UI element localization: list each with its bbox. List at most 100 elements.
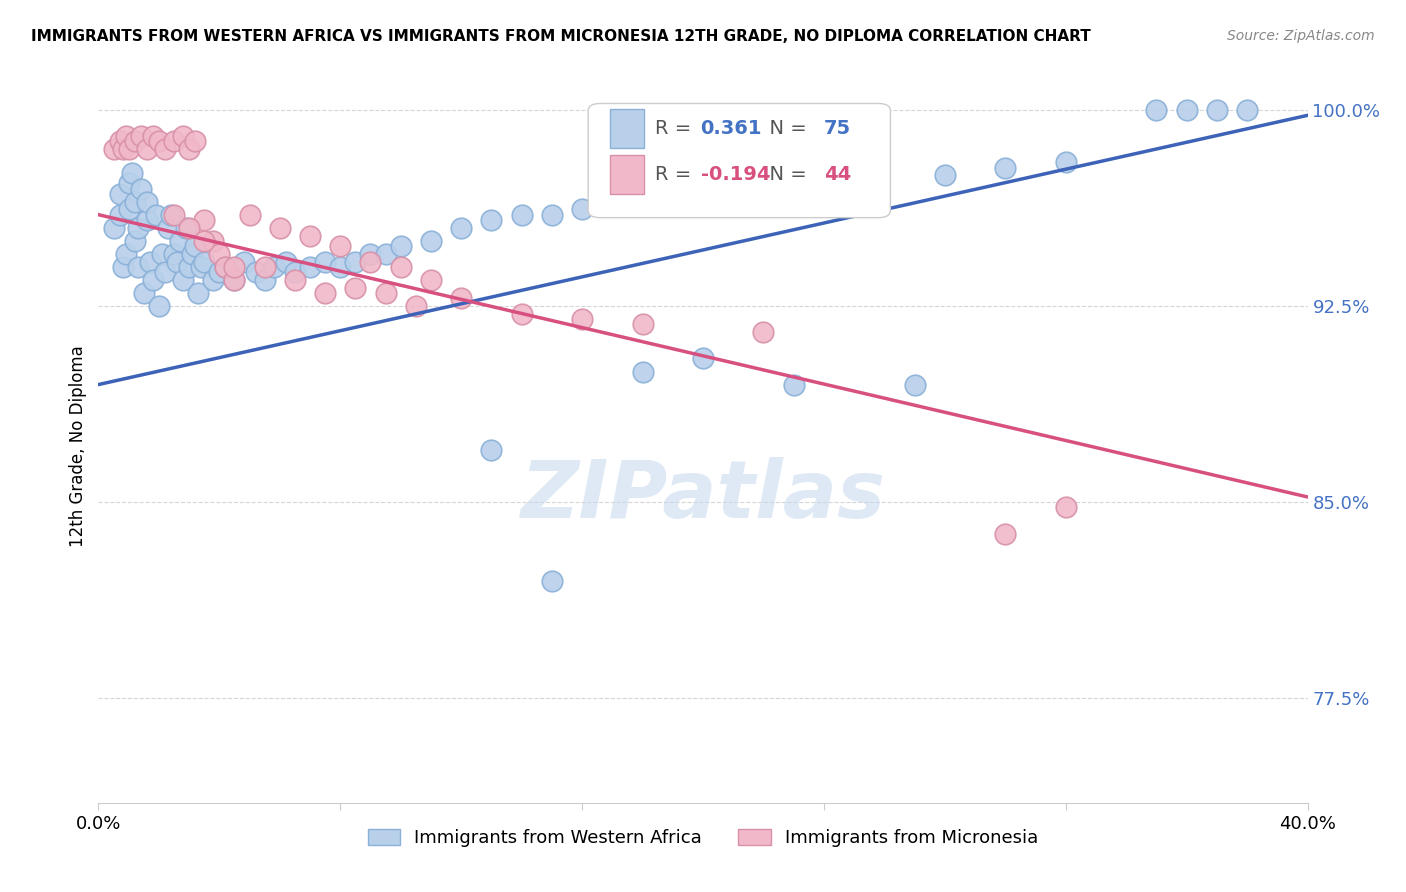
Y-axis label: 12th Grade, No Diploma: 12th Grade, No Diploma	[69, 345, 87, 547]
Point	[179, 260, 201, 274]
Point	[420, 234, 443, 248]
Point	[274, 254, 297, 268]
Point	[163, 247, 186, 261]
Point	[179, 142, 201, 156]
Text: 0.361: 0.361	[700, 119, 762, 138]
Point	[214, 260, 236, 274]
Point	[631, 318, 654, 332]
Point	[193, 213, 215, 227]
Point	[163, 135, 186, 149]
Point	[299, 260, 322, 274]
Point	[481, 442, 503, 457]
Point	[160, 208, 183, 222]
Point	[284, 265, 307, 279]
Point	[129, 181, 152, 195]
Point	[202, 273, 225, 287]
Point	[142, 273, 165, 287]
Point	[208, 265, 231, 279]
Point	[118, 202, 141, 217]
Point	[1175, 103, 1198, 117]
Point	[374, 286, 396, 301]
Point	[224, 260, 246, 274]
Point	[193, 234, 215, 248]
Point	[602, 194, 624, 209]
Point	[360, 247, 382, 261]
Point	[135, 213, 157, 227]
Point	[481, 213, 503, 227]
Point	[540, 208, 562, 222]
Point	[661, 186, 683, 201]
Point	[114, 129, 136, 144]
Point	[344, 281, 367, 295]
Point	[108, 208, 131, 222]
Text: R =: R =	[655, 165, 697, 185]
Point	[752, 181, 775, 195]
Point	[571, 202, 593, 217]
Point	[174, 220, 197, 235]
Point	[631, 364, 654, 378]
Point	[1206, 103, 1229, 117]
Point	[994, 526, 1017, 541]
Point	[284, 273, 307, 287]
Point	[253, 273, 276, 287]
Point	[153, 265, 176, 279]
Point	[103, 220, 125, 235]
Point	[193, 254, 215, 268]
Point	[187, 286, 209, 301]
FancyBboxPatch shape	[588, 103, 890, 218]
Point	[208, 247, 231, 261]
Point	[172, 129, 194, 144]
Point	[124, 194, 146, 209]
Text: -0.194: -0.194	[700, 165, 770, 185]
Point	[139, 254, 162, 268]
Point	[108, 186, 131, 201]
Point	[118, 142, 141, 156]
Point	[163, 208, 186, 222]
Bar	[610, 155, 644, 194]
Point	[103, 142, 125, 156]
Point	[450, 220, 472, 235]
Point	[540, 574, 562, 588]
Text: IMMIGRANTS FROM WESTERN AFRICA VS IMMIGRANTS FROM MICRONESIA 12TH GRADE, NO DIPL: IMMIGRANTS FROM WESTERN AFRICA VS IMMIGR…	[31, 29, 1091, 44]
Point	[111, 260, 134, 274]
Point	[1054, 155, 1077, 169]
Point	[169, 234, 191, 248]
Point	[1054, 500, 1077, 515]
Point	[166, 254, 188, 268]
Point	[844, 176, 866, 190]
Point	[135, 194, 157, 209]
Point	[114, 247, 136, 261]
Bar	[610, 109, 644, 148]
Point	[214, 260, 236, 274]
Point	[129, 129, 152, 144]
Point	[124, 135, 146, 149]
Point	[269, 220, 291, 235]
Point	[127, 220, 149, 235]
Point	[314, 286, 336, 301]
Point	[172, 273, 194, 287]
Point	[142, 129, 165, 144]
Point	[420, 273, 443, 287]
Point	[344, 254, 367, 268]
Point	[148, 299, 170, 313]
Text: 44: 44	[824, 165, 851, 185]
Point	[132, 286, 155, 301]
Point	[783, 377, 806, 392]
Point	[202, 234, 225, 248]
Legend: Immigrants from Western Africa, Immigrants from Micronesia: Immigrants from Western Africa, Immigran…	[360, 822, 1046, 855]
Point	[156, 220, 179, 235]
Point	[389, 239, 412, 253]
Point	[190, 260, 212, 274]
Point	[450, 291, 472, 305]
Point	[121, 166, 143, 180]
Point	[108, 135, 131, 149]
Point	[374, 247, 396, 261]
Text: ZIPatlas: ZIPatlas	[520, 457, 886, 535]
Point	[360, 254, 382, 268]
Point	[239, 208, 262, 222]
Point	[994, 161, 1017, 175]
Point	[150, 247, 173, 261]
Point	[127, 260, 149, 274]
Point	[571, 312, 593, 326]
Point	[124, 234, 146, 248]
